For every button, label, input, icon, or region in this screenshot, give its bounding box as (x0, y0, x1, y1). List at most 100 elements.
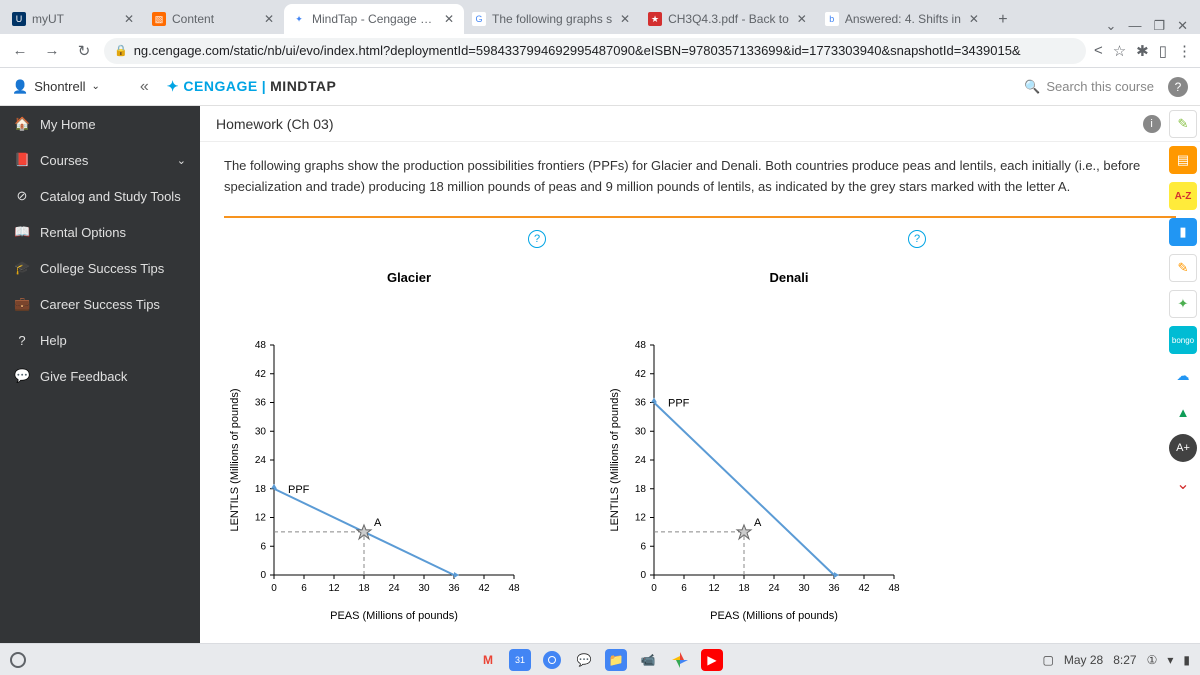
svg-text:PEAS (Millions of pounds): PEAS (Millions of pounds) (710, 610, 838, 622)
extensions-icon[interactable]: ✱ (1136, 42, 1149, 60)
svg-text:24: 24 (768, 583, 780, 594)
sidebar: 🏠My Home📕Courses⌄⊘Catalog and Study Tool… (0, 106, 200, 643)
window-controls: ⌄ — ❐ ✕ (1098, 18, 1196, 34)
browser-tab[interactable]: ▧Content✕ (144, 4, 284, 34)
svg-text:42: 42 (635, 368, 647, 379)
svg-text:LENTILS (Millions of pounds): LENTILS (Millions of pounds) (229, 388, 241, 531)
chrome-icon[interactable] (541, 649, 563, 671)
book-icon[interactable]: ▮ (1169, 218, 1197, 246)
launcher-icon[interactable] (10, 652, 26, 668)
files-icon[interactable]: 📁 (605, 649, 627, 671)
browser-tab[interactable]: bAnswered: 4. Shifts in✕ (817, 4, 989, 34)
sidebar-item-help[interactable]: ?Help (0, 322, 200, 358)
sidebar-item-rental-options[interactable]: 📖Rental Options (0, 214, 200, 250)
svg-text:PPF: PPF (288, 483, 310, 495)
user-name: Shontrell (34, 79, 85, 94)
sidebar-item-courses[interactable]: 📕Courses⌄ (0, 142, 200, 178)
sidebar-item-career-success-tips[interactable]: 💼Career Success Tips (0, 286, 200, 322)
info-icon[interactable]: i (1143, 115, 1161, 133)
tab-close-icon[interactable]: ✕ (618, 12, 632, 26)
rss-icon[interactable]: ▤ (1169, 146, 1197, 174)
tab-close-icon[interactable]: ✕ (122, 12, 136, 26)
battery-icon[interactable]: ▮ (1183, 653, 1190, 667)
tab-title: myUT (32, 12, 116, 26)
user-menu[interactable]: 👤 Shontrell ⌄ (12, 79, 100, 95)
photos-icon[interactable] (669, 649, 691, 671)
note-icon[interactable]: ✎ (1169, 254, 1197, 282)
chart-help-icon[interactable]: ? (908, 230, 926, 248)
browser-tab[interactable]: ✦MindTap - Cengage Lea✕ (284, 4, 464, 34)
brand-logo: ✦ CENGAGE|MINDTAP (167, 78, 337, 95)
tab-title: The following graphs s (492, 12, 612, 26)
svg-text:6: 6 (260, 541, 266, 552)
chat-icon[interactable]: 💬 (573, 649, 595, 671)
wifi-icon[interactable]: ▾ (1167, 653, 1173, 667)
svg-text:36: 36 (255, 397, 267, 408)
sidebar-item-give-feedback[interactable]: 💬Give Feedback (0, 358, 200, 394)
tab-close-icon[interactable]: ✕ (262, 12, 276, 26)
sidebar-label: Career Success Tips (40, 297, 160, 312)
menu-icon[interactable]: ⋮ (1177, 42, 1192, 60)
bongo-icon[interactable]: bongo (1169, 326, 1197, 354)
glossary-icon[interactable]: A-Z (1169, 182, 1197, 210)
sidebar-icon: 🏠 (14, 116, 30, 132)
svg-text:12: 12 (328, 583, 340, 594)
svg-text:36: 36 (448, 583, 460, 594)
sidebar-item-catalog-and-study-tools[interactable]: ⊘Catalog and Study Tools (0, 178, 200, 214)
new-tab-button[interactable]: + (989, 6, 1017, 34)
svg-text:42: 42 (255, 368, 267, 379)
help-button[interactable]: ? (1168, 77, 1188, 97)
youtube-icon[interactable]: ▶ (701, 649, 723, 671)
back-button[interactable]: ← (8, 39, 32, 63)
tab-favicon: ★ (648, 12, 662, 26)
reload-button[interactable]: ↻ (72, 39, 96, 63)
user-icon: 👤 (12, 79, 28, 95)
sidebar-item-my-home[interactable]: 🏠My Home (0, 106, 200, 142)
search-course[interactable]: 🔍 Search this course (1024, 79, 1154, 95)
restore-button[interactable]: ❐ (1153, 18, 1165, 34)
sidebar-item-college-success-tips[interactable]: 🎓College Success Tips (0, 250, 200, 286)
svg-text:48: 48 (508, 583, 520, 594)
svg-text:18: 18 (635, 483, 647, 494)
svg-text:36: 36 (828, 583, 840, 594)
flashcard-icon[interactable]: ✦ (1169, 290, 1197, 318)
tab-close-icon[interactable]: ✕ (967, 12, 981, 26)
svg-text:0: 0 (640, 570, 646, 581)
sidebar-icon: ⊘ (14, 188, 30, 204)
minimize-button[interactable]: — (1128, 18, 1141, 34)
close-window-button[interactable]: ✕ (1177, 18, 1188, 34)
chevron-down-icon: ⌄ (92, 81, 100, 92)
aplus-icon[interactable]: A+ (1169, 434, 1197, 462)
collapse-sidebar-button[interactable]: « (140, 78, 149, 96)
highlighter-icon[interactable]: ✎ (1169, 110, 1197, 138)
tab-close-icon[interactable]: ✕ (795, 12, 809, 26)
svg-text:42: 42 (858, 583, 870, 594)
search-icon: 🔍 (1024, 79, 1040, 95)
chart-help-icon[interactable]: ? (528, 230, 546, 248)
browser-tab[interactable]: UmyUT✕ (4, 4, 144, 34)
browser-tab[interactable]: ★ CH3Q4.3.pdf - Back to ✕ (640, 4, 817, 34)
search-placeholder: Search this course (1046, 79, 1154, 94)
notif-icon[interactable]: ① (1147, 653, 1158, 667)
sidebar-label: Courses (40, 153, 88, 168)
gmail-icon[interactable]: M (477, 649, 499, 671)
calendar-icon[interactable]: 31 (509, 649, 531, 671)
bookmark-icon[interactable]: ☆ (1113, 42, 1126, 60)
onedrive-icon[interactable]: ☁ (1169, 362, 1197, 390)
tablet-icon[interactable]: ▢ (1043, 653, 1054, 667)
sidebar-icon: 💬 (14, 368, 30, 384)
svg-text:PEAS (Millions of pounds): PEAS (Millions of pounds) (330, 610, 458, 622)
chevron-down-icon[interactable]: ⌄ (1106, 18, 1117, 34)
tab-title: CH3Q4.3.pdf - Back to (668, 12, 789, 26)
meet-icon[interactable]: 📹 (637, 649, 659, 671)
drive-icon[interactable]: ▲ (1169, 398, 1197, 426)
forward-button[interactable]: → (40, 39, 64, 63)
share-icon[interactable]: < (1094, 42, 1103, 60)
panel-icon[interactable]: ▯ (1159, 42, 1167, 60)
browser-tab[interactable]: GThe following graphs s✕ (464, 4, 640, 34)
chevron-down-icon: ⌄ (177, 154, 186, 167)
expand-more-icon[interactable]: ⌄ (1169, 470, 1197, 498)
chart-glacier: ? Glacier 061218243036424806121824303642… (224, 230, 554, 600)
tab-close-icon[interactable]: ✕ (442, 12, 456, 26)
url-field[interactable]: 🔒 ng.cengage.com/static/nb/ui/evo/index.… (104, 38, 1086, 64)
